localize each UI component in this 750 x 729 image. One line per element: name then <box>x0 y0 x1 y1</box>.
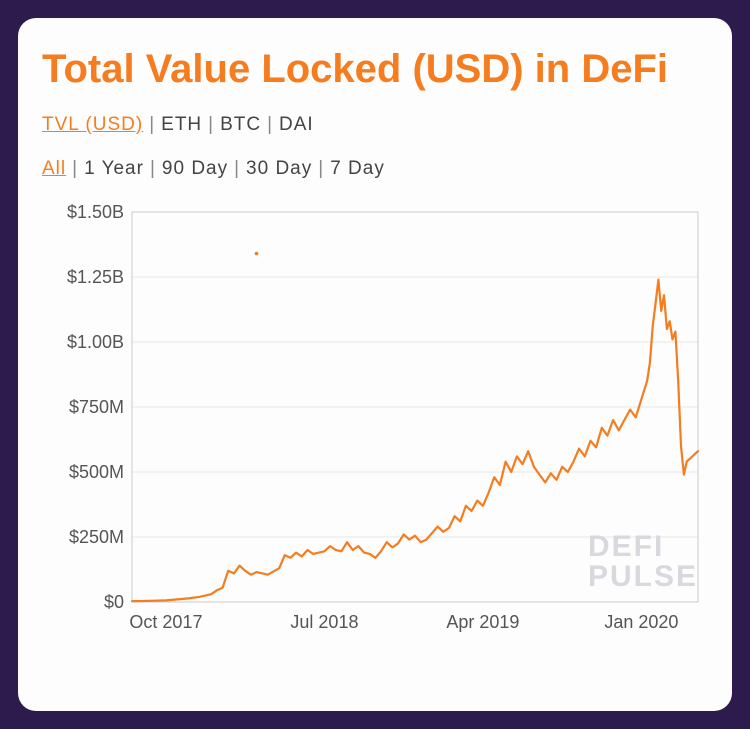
y-axis-label: $1.00B <box>67 332 124 352</box>
tab-separator: | <box>318 158 324 179</box>
range-tab-30-day[interactable]: 30 Day <box>246 158 312 182</box>
range-tab-all[interactable]: All <box>42 158 66 182</box>
currency-tab-dai[interactable]: DAI <box>279 114 314 138</box>
outlier-point <box>255 252 259 256</box>
chart-card: Total Value Locked (USD) in DeFi TVL (US… <box>18 18 732 711</box>
tab-separator: | <box>72 158 78 179</box>
currency-tab-tvl-usd-[interactable]: TVL (USD) <box>42 114 143 138</box>
range-tab-7-day[interactable]: 7 Day <box>330 158 385 182</box>
y-axis-label: $500M <box>69 462 124 482</box>
currency-tabs: TVL (USD) | ETH | BTC | DAI <box>42 114 708 138</box>
tab-separator: | <box>267 114 273 135</box>
x-axis-label: Jul 2018 <box>290 612 358 632</box>
currency-tab-btc[interactable]: BTC <box>220 114 261 138</box>
tvl-series-line <box>132 280 698 602</box>
tvl-line-chart: $0 $250M $500M $750M $1.00B $1.25B $1.50B Oct 2… <box>42 202 708 642</box>
y-axis-label: $1.25B <box>67 267 124 287</box>
x-axis-label: Apr 2019 <box>446 612 519 632</box>
range-tab-90-day[interactable]: 90 Day <box>162 158 228 182</box>
currency-tab-eth[interactable]: ETH <box>161 114 202 138</box>
tab-separator: | <box>208 114 214 135</box>
tab-separator: | <box>150 158 156 179</box>
y-axis-label: $250M <box>69 527 124 547</box>
tab-separator: | <box>149 114 155 135</box>
chart-title: Total Value Locked (USD) in DeFi <box>42 46 708 92</box>
range-tabs: All | 1 Year | 90 Day | 30 Day | 7 Day <box>42 158 708 182</box>
y-axis-label: $0 <box>104 592 124 612</box>
chart-area: $0 $250M $500M $750M $1.00B $1.25B $1.50B Oct 2… <box>42 202 708 642</box>
x-axis-label: Jan 2020 <box>604 612 678 632</box>
tab-separator: | <box>234 158 240 179</box>
y-axis-label: $750M <box>69 397 124 417</box>
x-axis-label: Oct 2017 <box>129 612 202 632</box>
y-axis-label: $1.50B <box>67 202 124 222</box>
range-tab-1-year[interactable]: 1 Year <box>84 158 144 182</box>
